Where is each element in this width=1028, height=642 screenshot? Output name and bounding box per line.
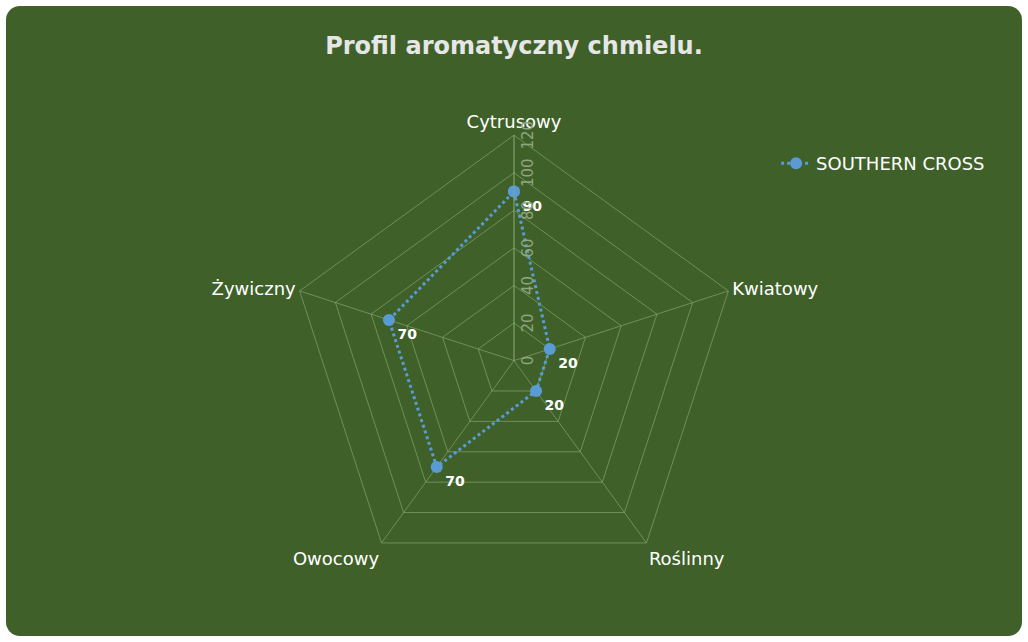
- svg-text:Żywiczny: Żywiczny: [212, 278, 296, 299]
- svg-text:70: 70: [397, 326, 417, 342]
- svg-text:20: 20: [519, 313, 537, 332]
- svg-text:Cytrusowy: Cytrusowy: [467, 111, 562, 132]
- svg-text:Kwiatowy: Kwiatowy: [732, 278, 818, 299]
- svg-text:60: 60: [519, 238, 537, 257]
- svg-text:0: 0: [519, 356, 537, 366]
- svg-text:90: 90: [523, 198, 543, 214]
- svg-text:Owocowy: Owocowy: [293, 548, 380, 569]
- svg-text:70: 70: [445, 473, 465, 489]
- svg-text:20: 20: [545, 397, 565, 413]
- svg-text:80: 80: [519, 201, 537, 220]
- svg-text:40: 40: [519, 276, 537, 295]
- svg-text:20: 20: [558, 355, 578, 371]
- svg-text:SOUTHERN CROSS: SOUTHERN CROSS: [816, 153, 984, 174]
- svg-text:Roślinny: Roślinny: [649, 548, 725, 569]
- svg-text:Profil aromatyczny chmielu.: Profil aromatyczny chmielu.: [325, 32, 703, 60]
- svg-text:100: 100: [519, 158, 537, 187]
- svg-text:120: 120: [519, 121, 537, 150]
